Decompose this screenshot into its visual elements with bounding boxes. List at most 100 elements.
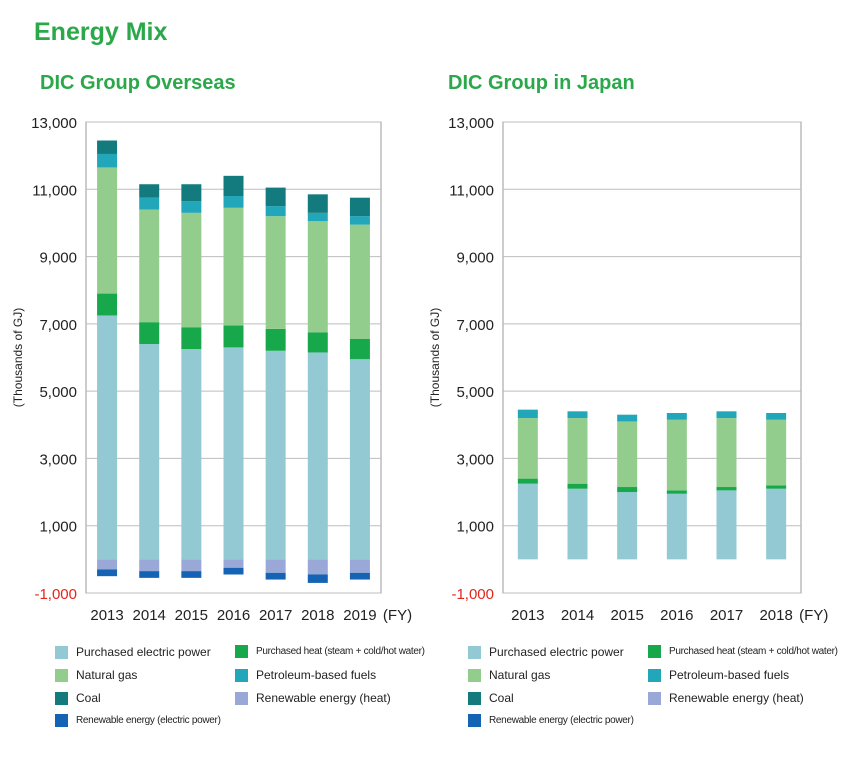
x-tick-label: 2016 [660, 607, 693, 624]
bar-coal-2018 [307, 194, 328, 213]
chart-title-overseas: DIC Group Overseas [40, 72, 236, 94]
chart-overseas: 13,000 11,000 9,000 7,000 5,000 3,000 1,000 -1,… [11, 115, 412, 624]
y-axis-label: (Thousands of GJ) [428, 308, 442, 407]
legend-swatch [468, 668, 481, 682]
legend-label: Natural gas [76, 668, 138, 682]
bar-natural-gas-2018 [766, 419, 787, 486]
bar-petroleum-based-fuels-2017 [265, 206, 286, 217]
bar-renewable-electric-2013 [97, 569, 118, 577]
y-tick-label: 7,000 [456, 317, 494, 334]
bar-petroleum-based-fuels-2015 [181, 201, 202, 213]
bar-renewable-heat-2019 [349, 559, 370, 573]
legend-swatch [468, 714, 481, 727]
legend-item-renewable-heat: Renewable energy (heat) [648, 691, 804, 705]
bar-natural-gas-2015 [181, 212, 202, 328]
legend-label: Renewable energy (electric power) [76, 715, 221, 726]
legend-swatch [55, 714, 68, 727]
legend-swatch [648, 668, 661, 682]
y-tick-label: 1,000 [39, 519, 77, 536]
legend-item-petroleum-based-fuels: Petroleum-based fuels [235, 668, 376, 682]
x-tick-label: 2014 [561, 607, 594, 624]
bar-purchased-heat-2015 [617, 487, 638, 493]
y-tick-label: -1,000 [451, 586, 494, 603]
bar-purchased-electric-power-2016 [223, 347, 244, 560]
legend-label: Renewable energy (heat) [669, 691, 804, 705]
bar-natural-gas-2019 [349, 224, 370, 339]
legend-label: Renewable energy (electric power) [489, 715, 634, 726]
bar-purchased-heat-2015 [181, 327, 202, 350]
legend-item-renewable-heat: Renewable energy (heat) [235, 691, 391, 705]
bar-purchased-electric-power-2014 [567, 488, 588, 560]
legend-label: Purchased heat (steam + cold/hot water) [256, 646, 425, 657]
legend-swatch [648, 691, 661, 705]
bar-purchased-heat-2013 [97, 293, 118, 316]
bar-renewable-electric-2019 [349, 572, 370, 580]
x-tick-label: 2018 [759, 607, 792, 624]
bar-renewable-heat-2015 [181, 559, 202, 572]
bar-purchased-heat-2018 [307, 332, 328, 353]
legend-item-coal: Coal [55, 691, 101, 705]
bar-renewable-heat-2013 [97, 559, 118, 570]
bar-petroleum-based-fuels-2013 [97, 153, 118, 168]
x-unit-label: (FY) [799, 607, 828, 624]
bar-natural-gas-2016 [223, 207, 244, 326]
bar-petroleum-based-fuels-2016 [223, 196, 244, 208]
bar-purchased-electric-power-2013 [517, 483, 538, 560]
bar-petroleum-based-fuels-2013 [517, 409, 538, 419]
bar-petroleum-based-fuels-2016 [666, 413, 687, 420]
bar-petroleum-based-fuels-2017 [716, 411, 737, 419]
bar-purchased-electric-power-2018 [766, 488, 787, 560]
bar-renewable-heat-2018 [307, 559, 328, 575]
bar-natural-gas-2013 [517, 418, 538, 479]
x-tick-label: 2013 [90, 607, 123, 624]
y-tick-label: 9,000 [39, 250, 77, 267]
bar-natural-gas-2014 [567, 418, 588, 484]
legend-label: Petroleum-based fuels [669, 668, 790, 682]
bar-renewable-electric-2018 [307, 574, 328, 583]
legend-item-renewable-electric: Renewable energy (electric power) [468, 714, 634, 727]
legend-item-coal: Coal [468, 691, 514, 705]
legend-label: Coal [76, 691, 101, 705]
legend-item-purchased-heat: Purchased heat (steam + cold/hot water) [235, 645, 425, 658]
x-tick-label: 2014 [133, 607, 166, 624]
legend-swatch [468, 691, 481, 705]
bar-renewable-electric-2015 [181, 571, 202, 578]
x-tick-label: 2013 [511, 607, 544, 624]
legend-item-purchased-heat: Purchased heat (steam + cold/hot water) [648, 645, 838, 658]
legend-item-natural-gas: Natural gas [55, 668, 137, 682]
x-tick-label: 2018 [301, 607, 334, 624]
chart-japan: 13,000 11,000 9,000 7,000 5,000 3,000 1,000 -1,… [428, 115, 828, 624]
bar-natural-gas-2016 [666, 419, 687, 491]
bar-natural-gas-2017 [265, 216, 286, 329]
legend-label: Coal [489, 691, 514, 705]
plot-frame [502, 121, 802, 594]
x-tick-label: 2017 [259, 607, 292, 624]
bar-purchased-electric-power-2018 [307, 352, 328, 560]
legend-item-petroleum-based-fuels: Petroleum-based fuels [648, 668, 789, 682]
legend-swatch [55, 645, 68, 659]
legend-item-natural-gas: Natural gas [468, 668, 550, 682]
x-tick-label: 2015 [175, 607, 208, 624]
y-tick-label: 11,000 [449, 182, 494, 199]
bar-petroleum-based-fuels-2014 [139, 197, 160, 210]
bar-coal-2016 [223, 175, 244, 197]
legend-swatch [55, 691, 68, 705]
y-tick-label: 3,000 [39, 451, 77, 468]
legend-label: Purchased heat (steam + cold/hot water) [669, 646, 838, 657]
bar-purchased-heat-2016 [223, 325, 244, 348]
bar-renewable-heat-2014 [139, 559, 160, 572]
bar-natural-gas-2017 [716, 418, 737, 488]
x-tick-label: 2016 [217, 607, 250, 624]
legend-swatch [235, 645, 248, 658]
bar-purchased-heat-2014 [139, 322, 160, 345]
bar-purchased-heat-2016 [666, 490, 687, 494]
bar-natural-gas-2013 [97, 167, 118, 294]
bar-renewable-heat-2017 [265, 559, 286, 573]
legend-label: Purchased electric power [76, 645, 211, 659]
bar-purchased-heat-2014 [567, 483, 588, 489]
bar-natural-gas-2015 [617, 421, 638, 488]
legend-swatch [55, 668, 68, 682]
x-tick-label: 2019 [343, 607, 376, 624]
bar-coal-2015 [181, 184, 202, 202]
bar-coal-2014 [139, 184, 160, 198]
